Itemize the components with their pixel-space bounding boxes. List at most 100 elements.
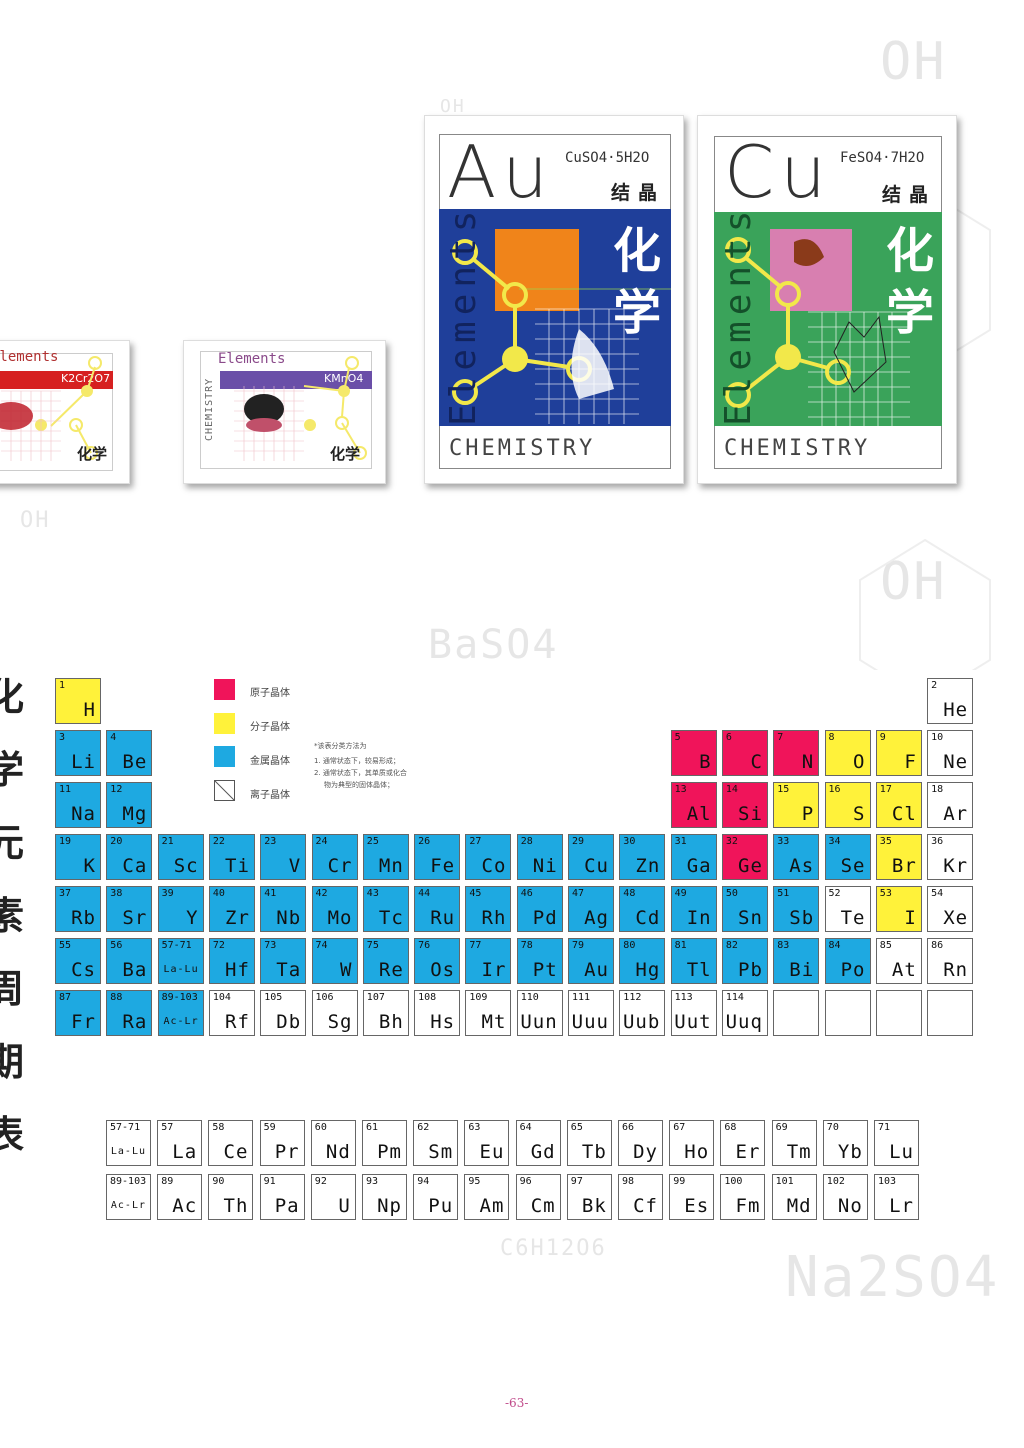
note-title: *该表分类方法为	[314, 742, 367, 750]
atomic-number: 6	[725, 732, 732, 743]
atomic-number: 28	[520, 836, 533, 847]
element-symbol: Tm	[786, 1141, 812, 1163]
vertical-title: 化学元素周期表	[0, 674, 25, 1157]
element-cell-es: 99 Es	[669, 1174, 715, 1220]
element-symbol: Be	[122, 751, 148, 773]
element-symbol: Rf	[225, 1011, 250, 1033]
element-symbol: Bk	[581, 1195, 607, 1217]
element-symbol: Ga	[686, 855, 712, 877]
element-cell-sc: 21 Sc	[157, 834, 204, 880]
element-symbol: Nb	[276, 907, 302, 929]
atomic-number: 50	[725, 888, 738, 899]
element-cell-at: 85 At	[875, 938, 922, 984]
element-symbol: Cd	[635, 907, 661, 929]
element-cell-ta: 73 Ta	[260, 938, 307, 984]
element-cell-k: 19 K	[55, 834, 101, 880]
atomic-number: 41	[264, 888, 277, 899]
atomic-number: 54	[931, 888, 944, 899]
element-symbol: Ac-Lr	[163, 1016, 199, 1027]
watermark-center: BaSO4	[428, 622, 559, 668]
element-cell-ac-lr: 89-103 Ac-Lr	[106, 1174, 151, 1220]
element-cell-cl: 17 Cl	[875, 782, 922, 828]
atomic-number: 22	[212, 836, 225, 847]
poster-formula: K2Cr2O7	[61, 372, 111, 385]
element-symbol: Sm	[428, 1141, 454, 1163]
element-symbol: Mt	[481, 1011, 507, 1033]
poster-symbol: Cu	[724, 130, 832, 214]
element-cell-bk: 97 Bk	[566, 1174, 612, 1220]
atomic-number: 64	[519, 1122, 532, 1133]
atomic-number: 93	[366, 1176, 379, 1187]
element-symbol: Ce	[223, 1141, 249, 1163]
element-symbol: Hs	[430, 1011, 456, 1033]
element-cell-no: 102 No	[822, 1174, 868, 1220]
element-cell-rb: 37 Rb	[55, 886, 101, 932]
atomic-number: 44	[418, 888, 431, 899]
element-cell-bh: 107 Bh	[362, 990, 409, 1036]
element-symbol: P	[801, 803, 815, 825]
atomic-number: 47	[572, 888, 585, 899]
element-cell-sn: 50 Sn	[721, 886, 768, 932]
atomic-number: 58	[212, 1122, 225, 1133]
element-symbol: Re	[378, 959, 404, 981]
element-cell-yb: 70 Yb	[822, 1120, 868, 1166]
legend-swatch-atomic	[214, 679, 235, 700]
atomic-number: 89-103	[161, 992, 198, 1003]
element-symbol: Zr	[225, 907, 250, 929]
element-cell-tl: 81 Tl	[670, 938, 717, 984]
color-band	[220, 371, 372, 389]
poster-title: 化学	[77, 445, 108, 463]
poster-footer: CHEMISTRY	[724, 436, 871, 461]
element-cell-eu: 63 Eu	[464, 1120, 510, 1166]
element-symbol: Uub	[622, 1011, 661, 1033]
element-symbol: Fm	[735, 1195, 761, 1217]
atomic-number: 88	[110, 992, 123, 1003]
element-cell-empty	[824, 990, 871, 1036]
element-cell-fe: 26 Fe	[414, 834, 461, 880]
atomic-number: 53	[879, 888, 892, 899]
element-cell-er: 68 Er	[720, 1120, 766, 1166]
element-cell-ir: 77 Ir	[465, 938, 512, 984]
atomic-number: 39	[161, 888, 174, 899]
element-symbol: In	[686, 907, 712, 929]
element-cell-os: 76 Os	[414, 938, 461, 984]
element-symbol: He	[943, 699, 969, 721]
element-cell-sr: 38 Sr	[106, 886, 153, 932]
atomic-number: 48	[623, 888, 636, 899]
atomic-number: 72	[212, 940, 225, 951]
element-symbol: Ac	[172, 1195, 198, 1217]
element-cell-p: 15 P	[773, 782, 820, 828]
atomic-number: 32	[725, 836, 738, 847]
element-cell-ba: 56 Ba	[106, 938, 153, 984]
element-symbol: C	[750, 751, 763, 773]
atomic-number: 90	[212, 1176, 225, 1187]
atomic-number: 16	[828, 784, 841, 795]
element-cell-he: 2 He	[927, 678, 974, 724]
element-cell-te: 52 Te	[824, 886, 871, 932]
element-symbol: Cr	[327, 855, 353, 877]
element-symbol: Ra	[122, 1011, 148, 1033]
element-symbol: V	[288, 855, 302, 877]
element-symbol: F	[904, 751, 917, 773]
watermark-top-ghost: OH	[440, 96, 466, 117]
element-symbol: Sr	[122, 907, 148, 929]
poster-footer: CHEMISTRY	[449, 436, 596, 461]
element-cell-ac-lr: 89-103 Ac-Lr	[157, 990, 204, 1036]
atomic-number: 51	[777, 888, 790, 899]
atomic-number: 68	[724, 1122, 737, 1133]
note-line: 2. 通常状态下，其单质或化合	[314, 769, 407, 777]
legend-label-molecular: 分子晶体	[250, 722, 290, 733]
element-symbol: S	[853, 803, 866, 825]
atomic-number: 87	[59, 992, 72, 1003]
element-cell-ca: 20 Ca	[106, 834, 153, 880]
element-cell-fr: 87 Fr	[55, 990, 101, 1036]
element-cell-zr: 40 Zr	[208, 886, 255, 932]
element-symbol: Sg	[327, 1011, 353, 1033]
element-cell-w: 74 W	[311, 938, 358, 984]
element-cell-gd: 64 Gd	[515, 1120, 561, 1166]
atomic-number: 111	[572, 992, 591, 1003]
element-cell-hs: 108 Hs	[414, 990, 461, 1036]
element-symbol: Zn	[635, 855, 661, 877]
